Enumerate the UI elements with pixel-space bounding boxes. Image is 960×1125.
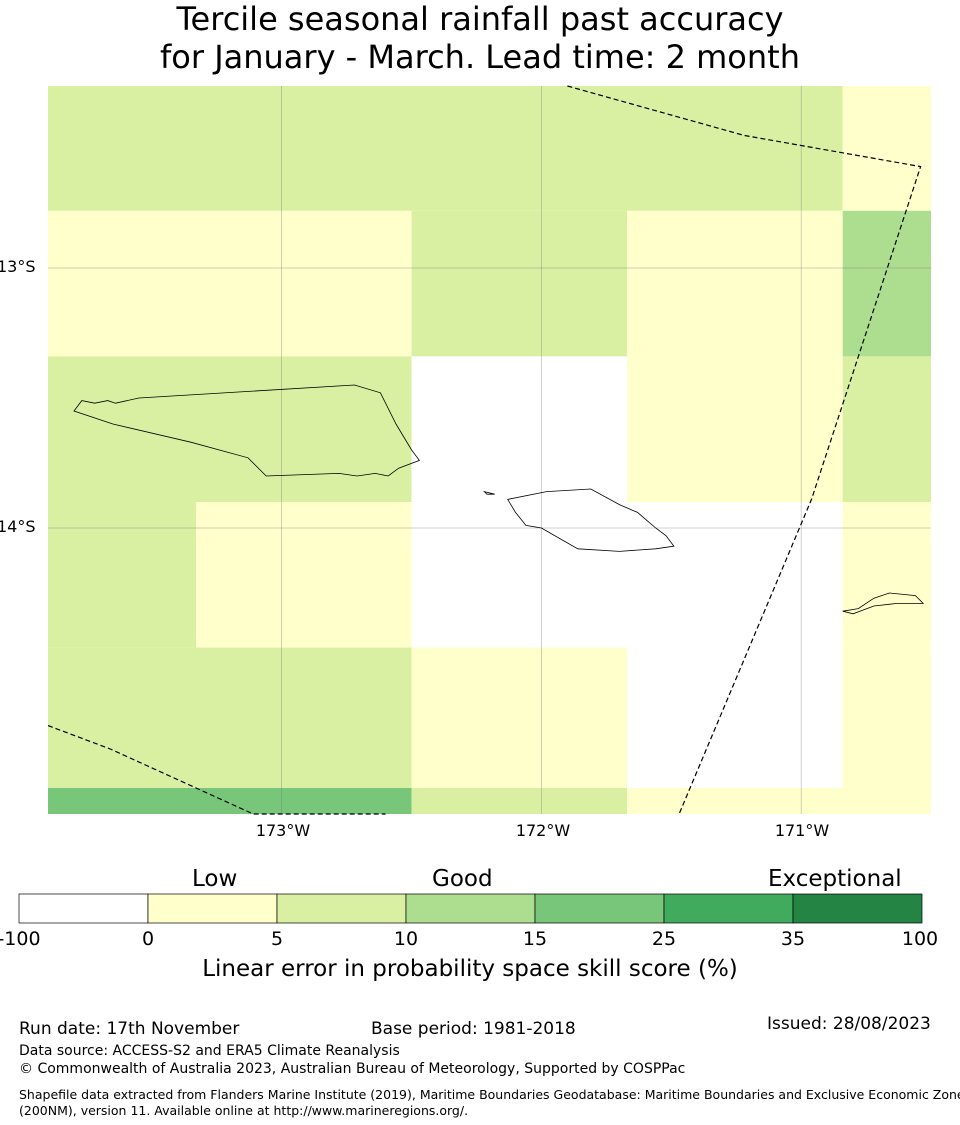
grid-cell [48, 647, 412, 788]
category-good: Good [432, 866, 493, 892]
colorbar-title: Linear error in probability space skill … [202, 956, 738, 982]
skill-map [47, 85, 931, 815]
colorbar-tick: 25 [651, 928, 677, 950]
island-outline [73, 384, 421, 477]
category-low: Low [192, 866, 238, 892]
shapefile-credit-line-1: Shapefile data extracted from Flanders M… [19, 1087, 960, 1102]
grid-cell [48, 788, 412, 814]
grid-cell [48, 210, 412, 357]
colorbar-tick: 15 [522, 928, 548, 950]
grid-cell [196, 502, 412, 648]
colorbar-tick: 0 [141, 928, 155, 950]
colorbar-tick: 35 [780, 928, 806, 950]
colorbar-segment [18, 893, 149, 924]
coastlines [73, 384, 925, 615]
lat-label-14s: 14°S [0, 517, 36, 536]
shapefile-credit: Shapefile data extracted from Flanders M… [19, 1087, 960, 1119]
grid-cells [48, 86, 931, 814]
grid-cell [842, 356, 931, 502]
title-line-2: for January - March. Lead time: 2 month [160, 38, 800, 76]
chart-title: Tercile seasonal rainfall past accuracy … [0, 0, 960, 76]
colorbar-tick: 5 [270, 928, 284, 950]
colorbar-tick: -100 [0, 928, 41, 950]
colorbar [18, 893, 923, 924]
grid-cell [842, 502, 931, 648]
colorbar-segment [405, 893, 536, 924]
lat-label-13s: 13°S [0, 257, 36, 276]
shapefile-credit-line-2: (200NM), version 11. Available online at… [19, 1103, 469, 1118]
lon-label-171w: 171°W [774, 821, 830, 840]
grid-cell [411, 210, 628, 357]
grid-cell [411, 502, 843, 648]
grid-cell [411, 788, 628, 814]
issued-date: Issued: 28/08/2023 [767, 1014, 931, 1034]
title-line-1: Tercile seasonal rainfall past accuracy [176, 0, 784, 38]
grid-cell [842, 647, 931, 788]
colorbar-segment [663, 893, 794, 924]
grid-cell [627, 210, 843, 357]
lon-label-172w: 172°W [515, 821, 571, 840]
copyright: © Commonwealth of Australia 2023, Austra… [19, 1061, 686, 1077]
base-period: Base period: 1981-2018 [371, 1019, 576, 1039]
grid-cell [48, 356, 412, 502]
colorbar-segment [147, 893, 278, 924]
graticule [48, 86, 931, 814]
grid-cell [627, 356, 843, 502]
grid-cell [411, 356, 628, 502]
colorbar-segment [534, 893, 665, 924]
grid-cell [842, 210, 931, 357]
grid-cell [627, 788, 931, 814]
eez-boundaries [47, 85, 922, 815]
colorbar-tick: 100 [901, 928, 939, 950]
grid-cell [48, 86, 843, 211]
island-outline [842, 592, 925, 615]
lon-label-173w: 173°W [255, 821, 311, 840]
grid-cell [411, 647, 628, 788]
colorbar-segment [792, 893, 923, 924]
grid-cell [48, 502, 197, 648]
colorbar-segment [276, 893, 407, 924]
category-exceptional: Exceptional [768, 866, 902, 892]
colorbar-tick: 10 [393, 928, 419, 950]
eez-boundary-line [567, 85, 922, 815]
eez-boundary-line [47, 725, 386, 815]
island-outline [482, 490, 495, 495]
island-outline [507, 488, 675, 552]
grid-cell [627, 647, 843, 788]
run-date: Run date: 17th November [19, 1019, 240, 1039]
data-source: Data source: ACCESS-S2 and ERA5 Climate … [19, 1043, 400, 1059]
grid-cell [842, 86, 931, 211]
